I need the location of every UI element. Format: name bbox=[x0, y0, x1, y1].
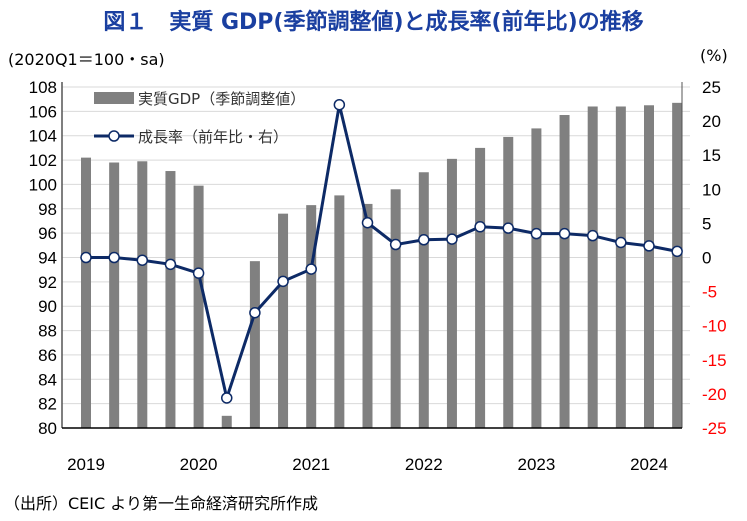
right-tick-label: 25 bbox=[702, 78, 721, 97]
x-tick-label: 2020 bbox=[180, 455, 218, 474]
left-tick-label: 108 bbox=[29, 78, 57, 97]
left-tick-label: 86 bbox=[38, 346, 57, 365]
right-tick-label: 5 bbox=[702, 214, 711, 233]
left-tick-label: 106 bbox=[29, 102, 57, 121]
left-tick-label: 90 bbox=[38, 297, 57, 316]
x-tick-label: 2023 bbox=[517, 455, 555, 474]
bar bbox=[475, 147, 486, 428]
x-tick-label: 2021 bbox=[292, 455, 330, 474]
bar bbox=[221, 415, 232, 428]
right-tick-label: -10 bbox=[702, 317, 727, 336]
bar bbox=[334, 195, 345, 428]
left-tick-label: 80 bbox=[38, 419, 57, 438]
source-note: （出所）CEIC より第一生命経済研究所作成 bbox=[4, 494, 318, 513]
right-tick-label: -5 bbox=[702, 283, 717, 302]
left-tick-label: 88 bbox=[38, 322, 57, 341]
bar bbox=[165, 171, 176, 428]
bar bbox=[306, 205, 317, 428]
x-tick-label: 2019 bbox=[67, 455, 105, 474]
right-tick-label: 15 bbox=[702, 146, 721, 165]
bar bbox=[446, 158, 457, 428]
chart-title: 図１ 実質 GDP(季節調整値)と成長率(前年比)の推移 bbox=[103, 10, 644, 35]
bar bbox=[137, 161, 148, 428]
bar bbox=[587, 106, 598, 428]
left-tick-label: 82 bbox=[38, 395, 57, 414]
growth-point bbox=[136, 254, 149, 266]
growth-point bbox=[333, 98, 346, 111]
right-axis-unit: (%) bbox=[700, 46, 728, 65]
right-tick-label: 0 bbox=[702, 249, 711, 268]
growth-point bbox=[530, 227, 543, 240]
left-tick-label: 104 bbox=[29, 127, 57, 146]
growth-point bbox=[474, 221, 486, 233]
bar bbox=[559, 115, 570, 428]
growth-point bbox=[221, 392, 233, 404]
growth-point bbox=[558, 227, 571, 240]
x-tick-label: 2024 bbox=[630, 455, 668, 474]
growth-point bbox=[389, 238, 402, 251]
left-tick-label: 96 bbox=[38, 224, 57, 243]
bar bbox=[531, 128, 542, 428]
bar bbox=[193, 185, 204, 428]
growth-point bbox=[446, 233, 458, 245]
bar bbox=[362, 203, 373, 428]
legend-line-label: 成長率（前年比・右） bbox=[138, 128, 288, 146]
growth-point bbox=[615, 236, 627, 249]
legend-bar-label: 実質GDP（季節調整値） bbox=[138, 90, 305, 108]
left-tick-label: 102 bbox=[29, 151, 57, 170]
bar bbox=[81, 157, 91, 428]
bar bbox=[390, 189, 401, 428]
bar bbox=[249, 261, 260, 428]
left-axis-unit: (2020Q1＝100・sa) bbox=[8, 50, 165, 69]
bar bbox=[672, 102, 683, 428]
bar bbox=[109, 162, 120, 428]
right-tick-label: -25 bbox=[702, 419, 727, 438]
growth-point bbox=[643, 240, 655, 252]
bar bbox=[503, 136, 514, 429]
right-tick-label: -15 bbox=[702, 351, 727, 370]
growth-point bbox=[108, 251, 120, 264]
growth-point bbox=[418, 234, 430, 246]
growth-point bbox=[305, 263, 317, 275]
growth-line bbox=[86, 104, 678, 404]
left-tick-label: 84 bbox=[38, 370, 57, 389]
right-tick-label: 20 bbox=[702, 112, 721, 131]
left-tick-label: 92 bbox=[38, 273, 57, 292]
growth-point bbox=[586, 229, 599, 242]
bar bbox=[644, 105, 654, 429]
growth-point bbox=[277, 275, 289, 288]
growth-point bbox=[192, 267, 205, 279]
growth-point bbox=[502, 222, 514, 234]
left-tick-label: 94 bbox=[38, 249, 57, 268]
right-tick-label: -20 bbox=[702, 385, 727, 404]
growth-point bbox=[80, 251, 92, 264]
bar bbox=[278, 213, 289, 428]
growth-point bbox=[249, 306, 261, 319]
right-tick-label: 10 bbox=[702, 180, 721, 199]
x-tick-label: 2022 bbox=[405, 455, 443, 474]
legend-line-marker bbox=[108, 130, 120, 142]
bar bbox=[418, 172, 429, 428]
growth-point bbox=[361, 216, 374, 229]
bar bbox=[615, 106, 626, 428]
left-tick-label: 98 bbox=[38, 200, 57, 219]
legend-bar-swatch bbox=[94, 92, 134, 104]
left-tick-label: 100 bbox=[29, 175, 57, 194]
growth-point bbox=[671, 245, 683, 258]
growth-point bbox=[164, 258, 177, 271]
